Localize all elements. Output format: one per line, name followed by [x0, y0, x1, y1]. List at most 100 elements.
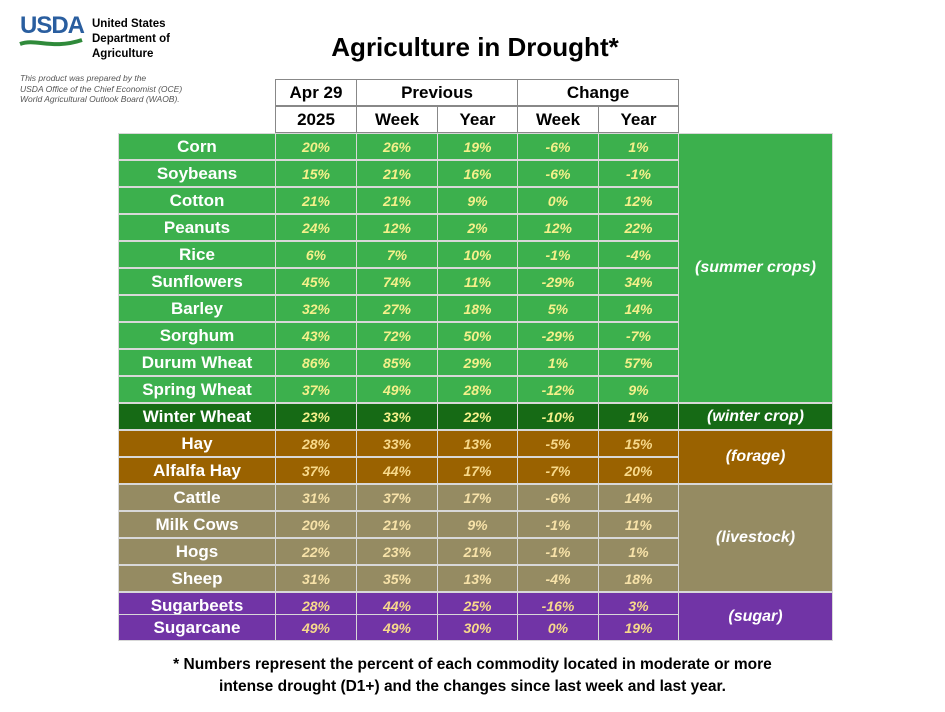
cell-current: 32% — [275, 295, 357, 322]
header-change-week: Week — [517, 106, 599, 133]
cell-current: 31% — [275, 484, 357, 511]
cell-prev-year: 19% — [437, 133, 518, 160]
commodity-name: Spring Wheat — [118, 376, 276, 403]
usda-logo-text: USDA — [20, 12, 85, 39]
cell-prev-week: 7% — [356, 241, 438, 268]
cell-prev-week: 49% — [356, 376, 438, 403]
usda-wave-icon — [19, 38, 83, 47]
cell-prev-year: 17% — [437, 484, 518, 511]
group-sugar: (sugar) — [678, 592, 833, 641]
cell-current: 31% — [275, 565, 357, 592]
table-row: Spring Wheat 37% 49% 28% -12% 9% — [118, 376, 679, 403]
header-date: Apr 29 — [275, 79, 357, 106]
cell-prev-week: 12% — [356, 214, 438, 241]
cell-chg-year: 22% — [598, 214, 679, 241]
commodity-name: Soybeans — [118, 160, 276, 187]
commodity-name: Cotton — [118, 187, 276, 214]
cell-prev-year: 9% — [437, 511, 518, 538]
cell-chg-year: 12% — [598, 187, 679, 214]
cell-chg-year: 19% — [598, 614, 679, 641]
cell-prev-year: 18% — [437, 295, 518, 322]
cell-chg-week: -6% — [517, 484, 599, 511]
cell-prev-year: 28% — [437, 376, 518, 403]
org-name: United States Department of Agriculture — [92, 18, 170, 60]
cell-prev-week: 72% — [356, 322, 438, 349]
table-row: Corn 20% 26% 19% -6% 1% — [118, 133, 679, 160]
cell-chg-year: 15% — [598, 430, 679, 457]
commodity-name: Durum Wheat — [118, 349, 276, 376]
cell-chg-week: -6% — [517, 133, 599, 160]
cell-chg-year: 18% — [598, 565, 679, 592]
commodity-name: Alfalfa Hay — [118, 457, 276, 484]
group-forage: (forage) — [678, 430, 833, 484]
table-row: Sunflowers 45% 74% 11% -29% 34% — [118, 268, 679, 295]
cell-prev-year: 17% — [437, 457, 518, 484]
commodity-name: Barley — [118, 295, 276, 322]
cell-prev-year: 50% — [437, 322, 518, 349]
cell-chg-week: -7% — [517, 457, 599, 484]
cell-current: 6% — [275, 241, 357, 268]
header-previous: Previous — [356, 79, 518, 106]
cell-prev-year: 10% — [437, 241, 518, 268]
cell-current: 43% — [275, 322, 357, 349]
cell-prev-week: 33% — [356, 403, 438, 430]
cell-chg-week: -1% — [517, 538, 599, 565]
cell-chg-year: 14% — [598, 295, 679, 322]
group-summer-crops: (summer crops) — [678, 133, 833, 403]
cell-prev-year: 11% — [437, 268, 518, 295]
commodity-name: Rice — [118, 241, 276, 268]
cell-chg-year: 1% — [598, 538, 679, 565]
header-change-year: Year — [598, 106, 679, 133]
cell-chg-week: 5% — [517, 295, 599, 322]
cell-chg-week: 12% — [517, 214, 599, 241]
commodity-name: Sunflowers — [118, 268, 276, 295]
table-row: Barley 32% 27% 18% 5% 14% — [118, 295, 679, 322]
commodity-name: Milk Cows — [118, 511, 276, 538]
cell-chg-week: 0% — [517, 614, 599, 641]
header-year: 2025 — [275, 106, 357, 133]
header-previous-year: Year — [437, 106, 518, 133]
cell-chg-year: 57% — [598, 349, 679, 376]
cell-chg-year: -7% — [598, 322, 679, 349]
cell-chg-year: 20% — [598, 457, 679, 484]
cell-prev-year: 2% — [437, 214, 518, 241]
cell-chg-year: 11% — [598, 511, 679, 538]
cell-chg-week: -29% — [517, 322, 599, 349]
cell-current: 45% — [275, 268, 357, 295]
table-row: Durum Wheat 86% 85% 29% 1% 57% — [118, 349, 679, 376]
cell-current: 49% — [275, 614, 357, 641]
cell-prev-year: 13% — [437, 565, 518, 592]
cell-chg-week: -4% — [517, 565, 599, 592]
table-row: Milk Cows 20% 21% 9% -1% 11% — [118, 511, 679, 538]
cell-prev-week: 21% — [356, 511, 438, 538]
cell-chg-year: 14% — [598, 484, 679, 511]
table-row: Soybeans 15% 21% 16% -6% -1% — [118, 160, 679, 187]
cell-chg-week: 0% — [517, 187, 599, 214]
cell-current: 20% — [275, 511, 357, 538]
cell-current: 22% — [275, 538, 357, 565]
commodity-name: Sorghum — [118, 322, 276, 349]
table-row: Peanuts 24% 12% 2% 12% 22% — [118, 214, 679, 241]
table-row: Hogs 22% 23% 21% -1% 1% — [118, 538, 679, 565]
header-previous-week: Week — [356, 106, 438, 133]
commodity-name: Sugarcane — [118, 614, 276, 641]
footnote: * Numbers represent the percent of each … — [173, 656, 772, 695]
table-row: Sugarcane 49% 49% 30% 0% 19% — [118, 614, 679, 641]
table-row: Cotton 21% 21% 9% 0% 12% — [118, 187, 679, 214]
cell-prev-year: 21% — [437, 538, 518, 565]
cell-chg-week: -10% — [517, 403, 599, 430]
cell-prev-year: 16% — [437, 160, 518, 187]
cell-prev-week: 23% — [356, 538, 438, 565]
cell-chg-week: -29% — [517, 268, 599, 295]
table-row: Sheep 31% 35% 13% -4% 18% — [118, 565, 679, 592]
cell-prev-year: 29% — [437, 349, 518, 376]
cell-current: 21% — [275, 187, 357, 214]
commodity-name: Cattle — [118, 484, 276, 511]
cell-prev-week: 27% — [356, 295, 438, 322]
cell-chg-year: -4% — [598, 241, 679, 268]
cell-prev-week: 33% — [356, 430, 438, 457]
cell-current: 37% — [275, 376, 357, 403]
table-row: Rice 6% 7% 10% -1% -4% — [118, 241, 679, 268]
cell-prev-week: 37% — [356, 484, 438, 511]
table-row: Hay 28% 33% 13% -5% 15% — [118, 430, 679, 457]
